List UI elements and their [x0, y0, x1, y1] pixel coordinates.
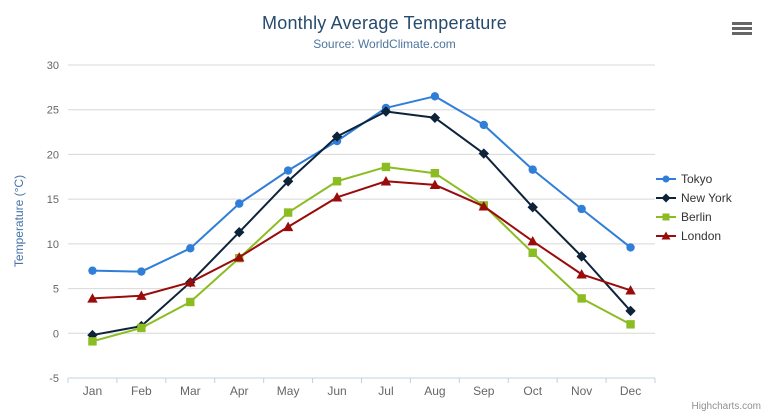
data-point-berlin[interactable]	[88, 337, 97, 346]
x-tick-label: Apr	[230, 384, 249, 398]
gridlines	[68, 64, 655, 334]
series-line-new-york	[91, 110, 632, 337]
data-point-new-york[interactable]	[331, 131, 343, 142]
y-tick-label: 30	[47, 60, 59, 72]
legend-item-berlin[interactable]: Berlin	[656, 210, 732, 224]
data-point-tokyo[interactable]	[283, 166, 293, 175]
data-point-new-york[interactable]	[234, 227, 245, 238]
data-point-new-york[interactable]	[478, 148, 489, 159]
data-point-berlin[interactable]	[332, 177, 342, 186]
y-tick-label: 0	[53, 328, 59, 340]
x-tick-label: Feb	[131, 384, 152, 398]
data-point-tokyo[interactable]	[186, 244, 195, 253]
legend-label-berlin: Berlin	[681, 210, 712, 224]
y-tick-label: 20	[47, 149, 59, 161]
data-point-new-york[interactable]	[429, 112, 441, 123]
legend-label-new-york: New York	[681, 191, 732, 205]
x-tick-label: Mar	[180, 384, 201, 398]
data-point-london[interactable]	[527, 235, 538, 246]
data-point-london[interactable]	[282, 221, 294, 232]
x-tick-label: Nov	[571, 384, 592, 398]
series-london	[87, 176, 636, 303]
x-tick-label: Sep	[473, 384, 495, 398]
chart-subtitle: Source: WorldClimate.com	[313, 37, 456, 51]
x-tick-label: Jul	[378, 384, 393, 398]
data-point-tokyo[interactable]	[235, 199, 244, 208]
data-point-tokyo[interactable]	[430, 92, 440, 101]
data-point-new-york[interactable]	[625, 305, 636, 317]
x-tick-label: Aug	[424, 384, 445, 398]
data-point-tokyo[interactable]	[577, 204, 586, 214]
data-point-london[interactable]	[331, 192, 343, 202]
data-point-berlin[interactable]	[137, 323, 146, 333]
x-tick-label: May	[277, 384, 300, 398]
x-axis: Jan Feb Mar Apr May Jun Jul Aug Sep Oct Nov Dec	[67, 377, 656, 398]
y-axis-labels: -5 0 5 10 15 20 25 30	[47, 60, 59, 385]
data-point-berlin[interactable]	[577, 294, 586, 303]
series-tokyo	[88, 92, 635, 276]
chart-title: Monthly Average Temperature	[262, 13, 507, 33]
legend-marker-diamond-icon	[656, 193, 676, 203]
legend-item-london[interactable]: London	[656, 229, 732, 243]
hamburger-menu-icon[interactable]	[728, 16, 756, 40]
data-point-london[interactable]	[625, 285, 636, 295]
series-new-york	[87, 106, 636, 341]
legend-item-new-york[interactable]: New York	[656, 191, 732, 205]
x-tick-label: Oct	[523, 384, 542, 398]
legend-marker-triangle-icon	[656, 231, 676, 240]
data-point-tokyo[interactable]	[137, 267, 146, 276]
data-point-london[interactable]	[234, 252, 245, 262]
y-tick-label: 5	[53, 284, 59, 296]
data-point-new-york[interactable]	[527, 201, 538, 213]
data-point-berlin[interactable]	[283, 208, 293, 217]
legend: Tokyo New York Berlin London	[656, 172, 732, 243]
series-line-london	[91, 180, 632, 300]
data-point-new-york[interactable]	[380, 106, 392, 117]
legend-item-tokyo[interactable]: Tokyo	[656, 172, 732, 186]
data-point-london[interactable]	[576, 269, 587, 279]
y-tick-label: 15	[47, 194, 59, 206]
y-tick-label: -5	[49, 373, 59, 385]
data-point-new-york[interactable]	[576, 251, 587, 262]
data-point-berlin[interactable]	[430, 169, 440, 178]
data-point-berlin[interactable]	[381, 162, 391, 172]
data-point-tokyo[interactable]	[626, 243, 635, 252]
data-point-tokyo[interactable]	[479, 120, 488, 130]
legend-marker-circle-icon	[656, 175, 676, 183]
legend-marker-square-icon	[656, 213, 676, 221]
x-tick-label: Dec	[620, 384, 641, 398]
x-tick-label: Jun	[327, 384, 346, 398]
data-point-london[interactable]	[87, 293, 98, 303]
data-point-london[interactable]	[136, 290, 147, 300]
legend-label-tokyo: Tokyo	[681, 172, 713, 186]
series-line-berlin	[91, 165, 632, 343]
data-point-tokyo[interactable]	[88, 266, 97, 275]
x-tick-label: Jan	[83, 384, 102, 398]
y-tick-label: 10	[47, 239, 59, 251]
data-point-new-york[interactable]	[282, 176, 294, 187]
credits-link[interactable]: Highcharts.com	[691, 401, 761, 412]
series-line-tokyo	[91, 95, 632, 273]
data-point-london[interactable]	[429, 179, 441, 190]
data-point-berlin[interactable]	[528, 248, 537, 257]
data-point-london[interactable]	[478, 201, 489, 211]
data-point-london[interactable]	[380, 176, 392, 186]
data-point-berlin[interactable]	[626, 320, 635, 329]
legend-label-london: London	[681, 229, 722, 243]
data-point-tokyo[interactable]	[528, 165, 537, 174]
data-point-berlin[interactable]	[186, 297, 195, 307]
data-point-london[interactable]	[185, 277, 196, 287]
y-tick-label: 25	[47, 105, 59, 117]
